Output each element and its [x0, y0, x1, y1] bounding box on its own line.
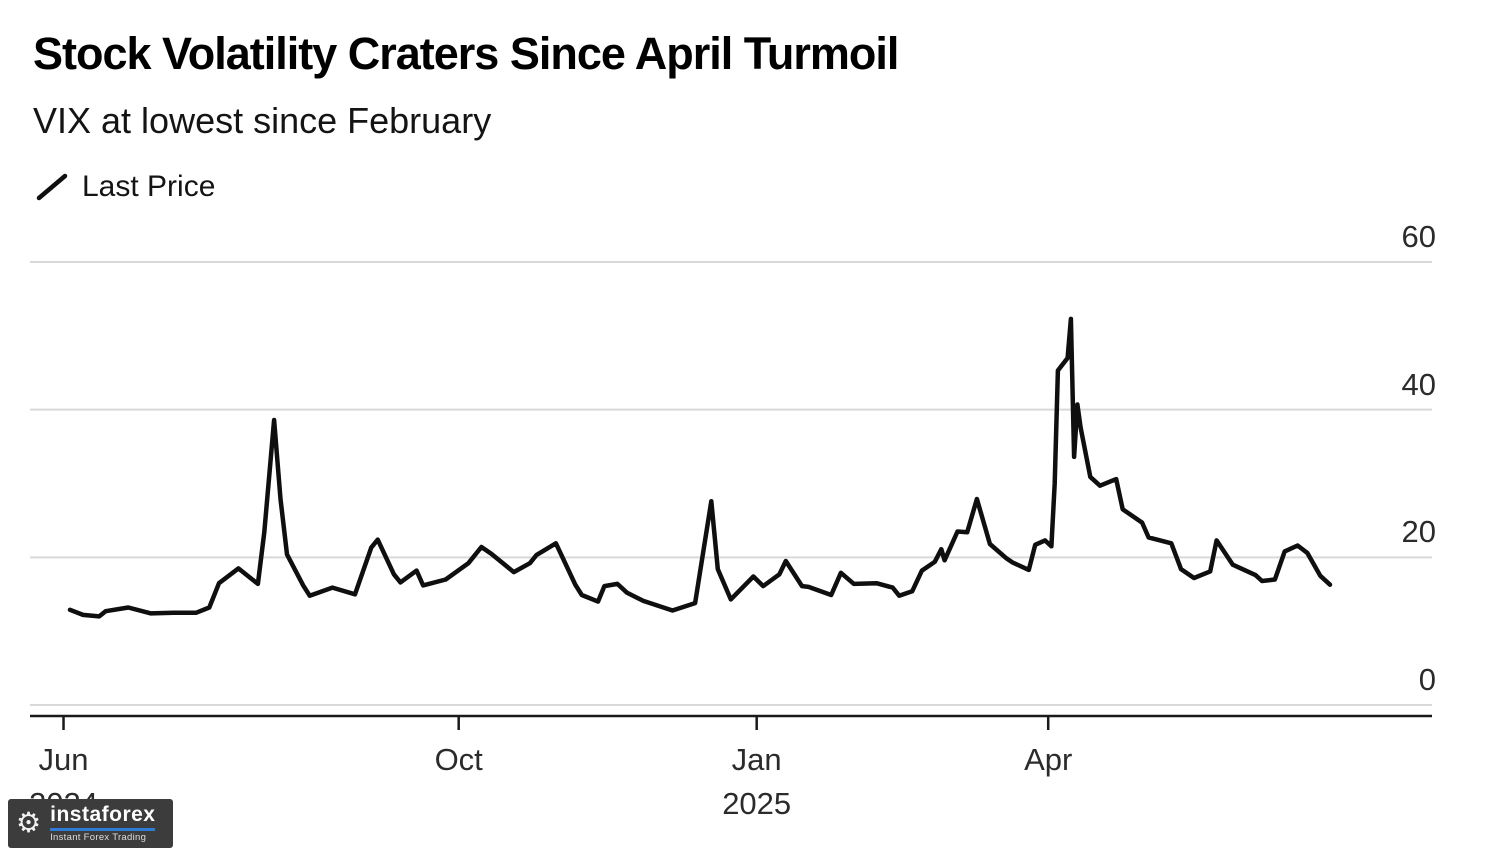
x-axis-label: Oct	[434, 742, 483, 777]
x-axis-sublabel: 2025	[722, 786, 792, 821]
watermark-text: instaforex Instant Forex Trading	[50, 803, 156, 843]
x-axis-label: Apr	[1024, 742, 1073, 777]
vix-price-line	[67, 316, 1333, 619]
legend: Last Price	[36, 170, 215, 204]
y-axis-label: 20	[1401, 514, 1436, 550]
y-axis-label: 60	[1401, 219, 1436, 254]
watermark-brand: instaforex	[50, 803, 156, 831]
y-axis-label: 40	[1401, 366, 1436, 402]
y-axis-label: 0	[1418, 662, 1436, 697]
chart-title: Stock Volatility Craters Since April Tur…	[33, 28, 899, 79]
watermark-tagline: Instant Forex Trading	[50, 832, 147, 843]
instaforex-logo-icon: ⚙	[16, 806, 42, 838]
chart-subtitle: VIX at lowest since February	[33, 100, 492, 141]
x-axis-label: Jun	[38, 742, 89, 777]
legend-label: Last Price	[82, 170, 216, 203]
instaforex-watermark: ⚙ instaforex Instant Forex Trading	[8, 798, 174, 848]
line-swatch-icon	[36, 173, 68, 201]
x-axis-label: Jan	[731, 742, 782, 777]
